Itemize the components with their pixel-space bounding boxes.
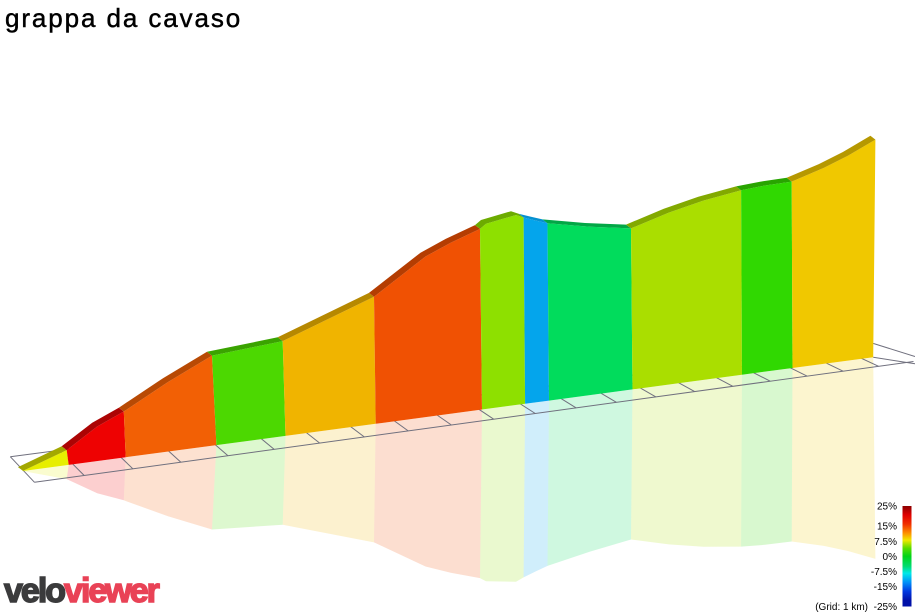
svg-text:15%: 15% [877,522,897,533]
svg-text:0%: 0% [883,552,898,563]
svg-text:(Grid: 1 km): (Grid: 1 km) [815,602,868,613]
svg-text:7.5%: 7.5% [874,537,897,548]
svg-text:-25%: -25% [874,602,897,613]
svg-text:-15%: -15% [874,582,897,593]
svg-text:25%: 25% [877,502,897,513]
svg-text:-7.5%: -7.5% [871,567,897,578]
